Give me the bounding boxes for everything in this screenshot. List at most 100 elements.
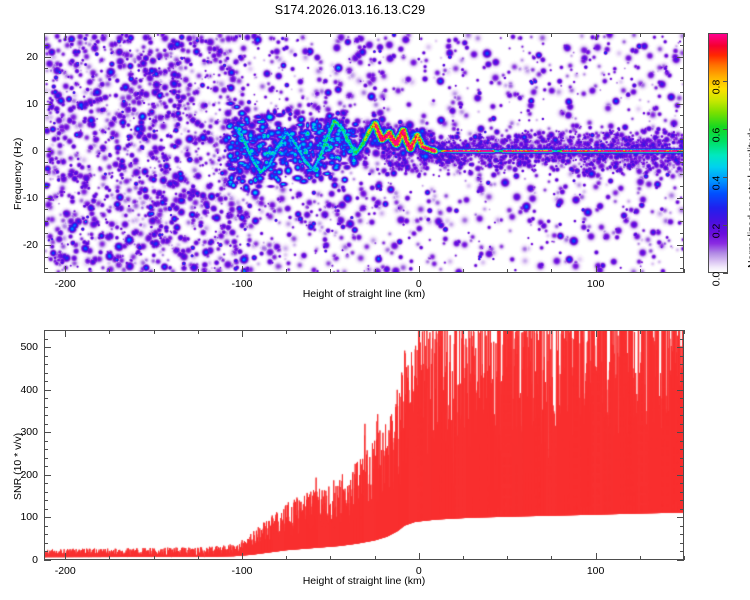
spectrogram-ylabel: Frequency (Hz) (12, 137, 24, 210)
x-minor-tick (463, 269, 464, 273)
x-major-tick (242, 553, 243, 560)
x-minor-tick (109, 33, 111, 37)
x-minor-tick (507, 330, 509, 334)
y-tick-label: 0 (32, 144, 38, 157)
y-minor-tick (680, 406, 684, 408)
y-tick-label: -20 (22, 238, 38, 251)
x-minor-tick (286, 556, 288, 560)
x-major-tick (418, 330, 420, 337)
y-major-tick (44, 517, 51, 519)
y-minor-tick (44, 398, 48, 400)
y-minor-tick (680, 398, 684, 400)
y-minor-tick (44, 551, 48, 553)
colorbar-tick-label: 0.4 (710, 175, 723, 191)
y-major-tick (44, 197, 51, 199)
y-major-tick (44, 389, 51, 391)
x-major-tick (242, 33, 243, 40)
x-minor-tick (109, 556, 111, 560)
x-major-tick (418, 266, 420, 273)
x-major-tick (65, 33, 67, 40)
y-tick-label: 400 (20, 383, 38, 396)
y-major-tick (677, 560, 684, 561)
x-major-tick (595, 553, 597, 560)
y-minor-tick (44, 256, 48, 258)
colorbar (708, 33, 728, 273)
y-minor-tick (680, 268, 684, 270)
snr-xlabel: Height of straight line (km) (302, 575, 426, 587)
y-minor-tick (44, 534, 48, 536)
snr-panel (44, 330, 684, 560)
x-minor-tick (551, 330, 553, 334)
x-minor-tick (153, 330, 155, 334)
y-minor-tick (44, 542, 48, 544)
y-major-tick (44, 150, 51, 152)
x-minor-tick (153, 556, 155, 560)
y-minor-tick (680, 115, 684, 117)
x-minor-tick (374, 269, 376, 273)
spectrogram-xlabel: Height of straight line (km) (302, 288, 426, 300)
y-minor-tick (680, 525, 684, 527)
y-minor-tick (680, 33, 684, 34)
spectrogram-plot-area (45, 34, 683, 272)
y-minor-tick (680, 415, 684, 417)
colorbar-tick (723, 225, 728, 226)
x-minor-tick (551, 556, 553, 560)
x-major-tick (65, 266, 67, 273)
y-minor-tick (44, 406, 48, 408)
x-tick-label: 0 (415, 565, 422, 577)
x-tick-label: -200 (54, 278, 76, 290)
colorbar-tick-label: 0.0 (710, 271, 723, 287)
y-major-tick (44, 244, 51, 246)
x-minor-tick (463, 330, 464, 334)
y-minor-tick (680, 330, 684, 331)
y-minor-tick (44, 330, 48, 331)
x-major-tick (242, 266, 243, 273)
y-major-tick (44, 56, 51, 58)
colorbar-tick-label: 0.2 (710, 223, 723, 239)
y-minor-tick (680, 381, 684, 383)
y-minor-tick (680, 440, 684, 442)
y-minor-tick (680, 508, 684, 510)
y-minor-tick (44, 33, 48, 34)
x-minor-tick (551, 33, 553, 37)
x-tick-label: 100 (586, 278, 605, 290)
y-major-tick (44, 474, 51, 476)
figure-title: S174.2026.013.16.13.C29 (274, 3, 426, 17)
x-minor-tick (551, 269, 553, 273)
y-minor-tick (680, 80, 684, 82)
y-minor-tick (680, 449, 684, 451)
y-minor-tick (680, 68, 684, 70)
y-major-tick (44, 432, 51, 434)
y-major-tick (677, 432, 684, 434)
x-major-tick (418, 553, 420, 560)
spectrogram-canvas (45, 34, 683, 272)
y-minor-tick (680, 355, 684, 357)
y-major-tick (677, 244, 684, 246)
x-tick-label: -100 (231, 565, 253, 577)
x-minor-tick (374, 556, 376, 560)
y-minor-tick (44, 508, 48, 510)
y-minor-tick (680, 127, 684, 129)
y-minor-tick (680, 138, 684, 140)
y-minor-tick (44, 449, 48, 451)
y-major-tick (677, 150, 684, 152)
x-minor-tick (330, 269, 332, 273)
y-major-tick (677, 474, 684, 476)
x-minor-tick (286, 330, 288, 334)
x-tick-label: 0 (415, 278, 422, 290)
y-tick-label: 100 (20, 511, 38, 524)
x-minor-tick (197, 556, 199, 560)
y-minor-tick (680, 162, 684, 164)
colorbar-tick (723, 177, 728, 178)
x-minor-tick (286, 33, 288, 37)
x-minor-tick (507, 269, 509, 273)
y-minor-tick (44, 185, 48, 187)
x-minor-tick (684, 33, 685, 37)
x-major-tick (595, 330, 597, 337)
x-minor-tick (197, 330, 199, 334)
x-major-tick (595, 266, 597, 273)
y-minor-tick (44, 233, 48, 234)
x-minor-tick (330, 330, 332, 334)
y-minor-tick (680, 542, 684, 544)
y-minor-tick (680, 233, 684, 234)
